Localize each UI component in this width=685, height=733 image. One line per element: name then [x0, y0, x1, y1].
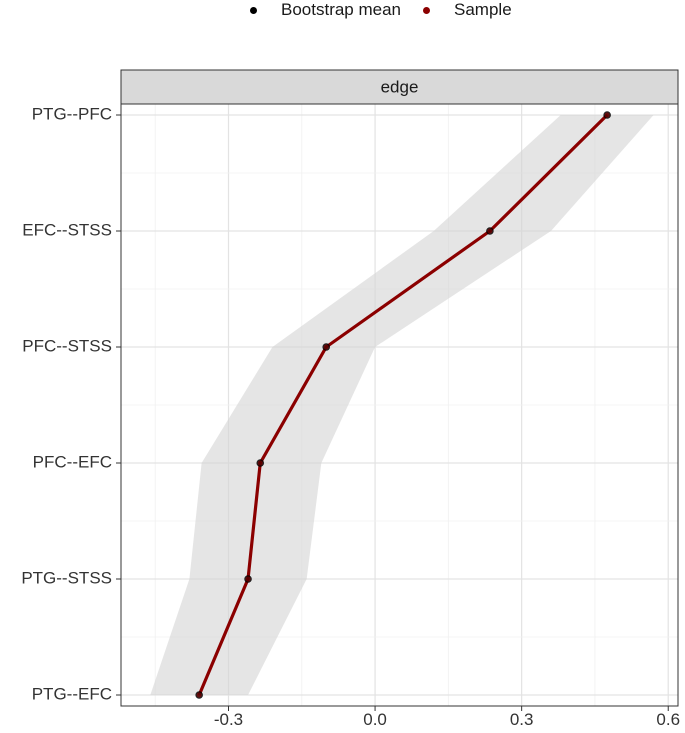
data-point-sample [196, 692, 202, 698]
legend-label-sample: Sample [454, 0, 512, 19]
facet-strip-background [120, 69, 679, 105]
x-tick-label: 0.6 [656, 710, 680, 729]
y-tick-label: PTG--EFC [32, 684, 112, 703]
legend-dot-red [423, 6, 431, 14]
data-point-sample [604, 112, 610, 118]
confidence-band-layer [150, 115, 654, 695]
data-point-sample [257, 460, 263, 466]
legend-item-bootstrap-mean: Bootstrap mean [250, 0, 401, 20]
legend-dot-black [250, 6, 257, 14]
y-tick-label: PTG--STSS [21, 568, 112, 587]
facet-strip-label: edge [381, 77, 419, 96]
series-line-sample [197, 113, 609, 696]
data-point-sample [245, 576, 251, 582]
confidence-band [150, 115, 654, 695]
data-point-sample [323, 344, 329, 350]
legend: Bootstrap mean Sample [250, 0, 534, 20]
series-layer [195, 111, 611, 699]
legend-label-bootstrap-mean: Bootstrap mean [281, 0, 402, 19]
x-axis: -0.3 0.0 0.3 0.6 [214, 706, 680, 729]
legend-item-sample: Sample [423, 0, 512, 20]
y-tick-label: PTG--PFC [32, 104, 112, 123]
facet-strip: edge [120, 69, 679, 105]
y-tick-label: EFC--STSS [22, 220, 112, 239]
data-point-sample [487, 228, 493, 234]
y-axis: PTG--EFC PTG--STSS PFC--EFC PFC--STSS EFC--S… [21, 104, 121, 703]
panel-border [120, 103, 679, 707]
x-tick-label: 0.0 [363, 710, 387, 729]
y-tick-label: PFC--EFC [33, 452, 112, 471]
y-tick-label: PFC--STSS [22, 336, 112, 355]
x-tick-label: 0.3 [510, 710, 534, 729]
x-tick-label: -0.3 [214, 710, 243, 729]
